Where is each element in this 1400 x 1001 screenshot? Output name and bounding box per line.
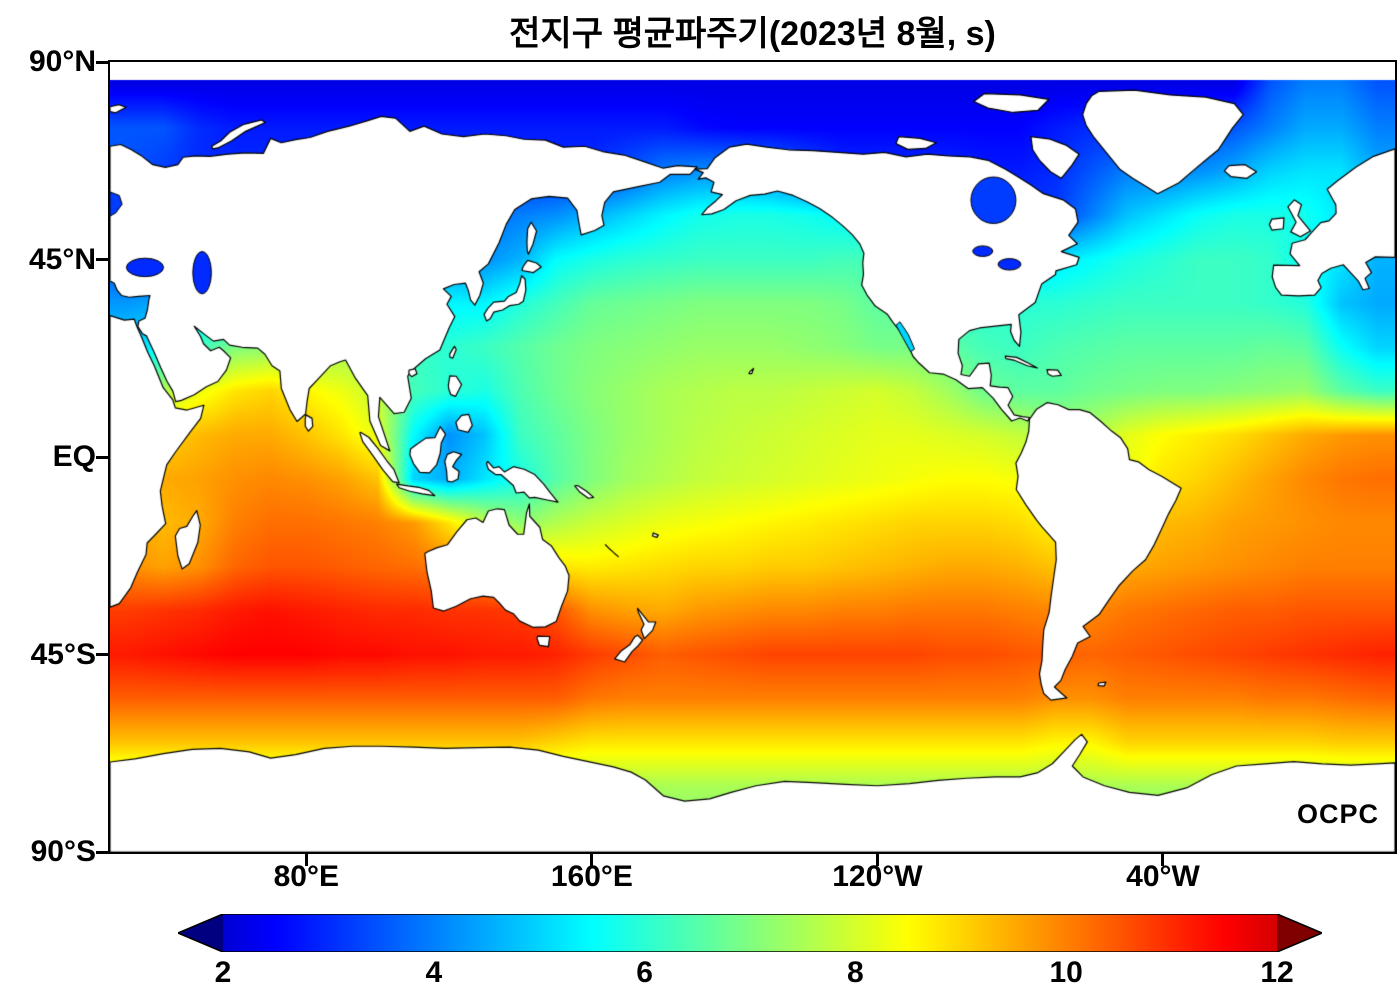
x-axis-tick	[1161, 854, 1165, 866]
y-axis-label: 90°S	[30, 835, 96, 868]
colorbar-tick-label: 12	[1260, 956, 1294, 989]
world-map-heatmap	[110, 62, 1395, 852]
y-axis-tick	[96, 258, 108, 261]
page-title: 전지구 평균파주기(2023년 8월, s)	[509, 15, 996, 53]
x-axis-tick	[875, 854, 879, 866]
colorbar-right-arrow	[1277, 914, 1322, 952]
y-axis-label: 45°S	[30, 637, 96, 671]
map-plot: OCPC	[108, 60, 1397, 854]
x-axis-tick	[304, 854, 308, 866]
colorbar-gradient	[223, 914, 1277, 952]
y-axis-label: 45°N	[28, 242, 96, 276]
y-axis-tick	[96, 653, 108, 656]
y-axis-tick	[96, 850, 108, 854]
y-axis-tick	[96, 455, 108, 459]
colorbar-tick-label: 2	[214, 956, 232, 989]
watermark-ocpc: OCPC	[1296, 799, 1379, 829]
y-axis-label: 90°N	[28, 45, 96, 78]
colorbar-tick-label: 8	[847, 956, 864, 989]
colorbar-left-arrow	[178, 914, 223, 952]
colorbar-tick-label: 4	[425, 956, 443, 989]
y-axis-tick	[96, 60, 108, 64]
colorbar-tick-label: 6	[636, 956, 653, 989]
x-axis-tick	[590, 854, 594, 866]
colorbar-tick-label: 10	[1049, 956, 1083, 989]
colorbar	[178, 914, 1322, 952]
y-axis-label: EQ	[52, 440, 96, 473]
